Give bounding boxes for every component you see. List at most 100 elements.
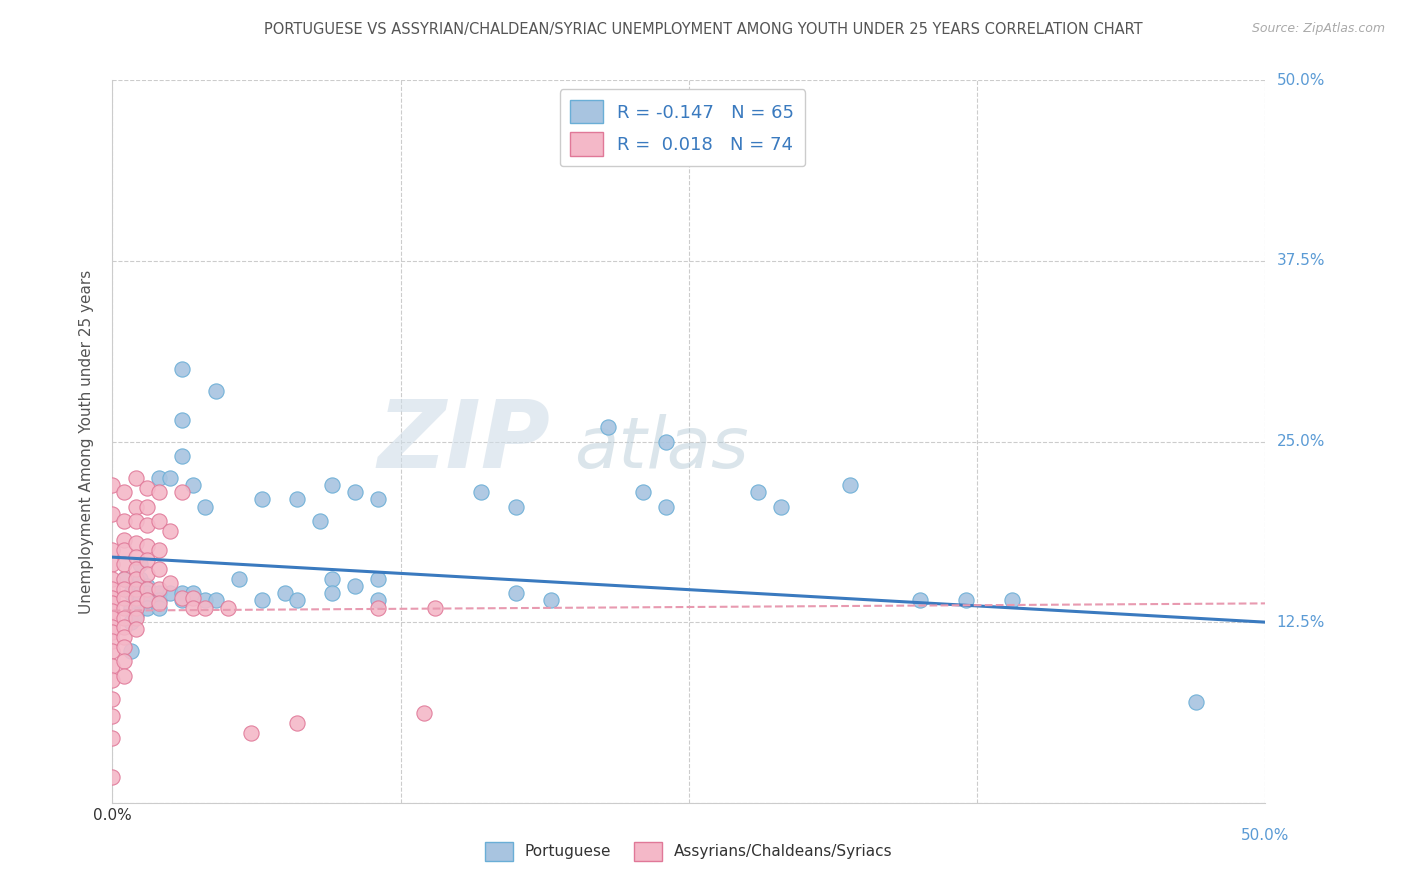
Point (955, 593, 977, 607)
Point (101, 596, 124, 610)
Point (252, 593, 274, 607)
Point (285, 593, 308, 607)
Point (124, 579, 146, 593)
Point (367, 600, 389, 615)
Point (148, 562, 170, 576)
Point (124, 562, 146, 576)
Point (170, 591, 193, 605)
Point (120, 586, 142, 600)
Text: 25.0%: 25.0% (1277, 434, 1324, 449)
Point (148, 582, 170, 596)
Point (124, 514, 146, 528)
Point (136, 518, 159, 533)
Point (148, 470, 170, 484)
Point (181, 591, 204, 605)
Point (170, 593, 193, 607)
Point (124, 607, 146, 622)
Point (631, 485, 654, 500)
Point (343, 485, 366, 500)
Point (129, 558, 152, 572)
Point (136, 582, 159, 596)
Point (101, 770, 124, 784)
Point (170, 362, 193, 376)
Point (124, 572, 146, 586)
Point (747, 485, 769, 500)
Point (120, 644, 142, 658)
Point (112, 533, 135, 547)
Point (285, 492, 308, 507)
Point (136, 481, 159, 495)
Point (124, 611, 146, 625)
Point (136, 593, 159, 607)
Point (112, 668, 135, 682)
Point (136, 500, 159, 514)
Point (540, 593, 562, 607)
Point (598, 420, 620, 434)
Point (101, 591, 124, 605)
Point (112, 485, 135, 500)
Point (205, 384, 228, 398)
Point (1001, 593, 1024, 607)
Point (136, 579, 159, 593)
Point (1185, 695, 1208, 709)
Point (101, 478, 124, 492)
Point (101, 619, 124, 633)
Point (239, 726, 262, 740)
Point (136, 586, 159, 600)
Point (321, 586, 343, 600)
Text: 37.5%: 37.5% (1277, 253, 1324, 268)
Point (181, 586, 204, 600)
Point (112, 600, 135, 615)
Point (228, 572, 250, 586)
Point (124, 470, 146, 484)
Point (112, 514, 135, 528)
Point (101, 558, 124, 572)
Point (112, 591, 135, 605)
Point (655, 500, 678, 514)
Point (148, 586, 170, 600)
Point (129, 586, 152, 600)
Point (770, 500, 793, 514)
Text: PORTUGUESE VS ASSYRIAN/CHALDEAN/SYRIAC UNEMPLOYMENT AMONG YOUTH UNDER 25 YEARS C: PORTUGUESE VS ASSYRIAN/CHALDEAN/SYRIAC U… (264, 22, 1142, 37)
Point (425, 600, 447, 615)
Legend: Portuguese, Assyrians/Chaldeans/Syriacs: Portuguese, Assyrians/Chaldeans/Syriacs (479, 836, 898, 867)
Text: 50.0%: 50.0% (1277, 73, 1324, 87)
Text: ZIP: ZIP (378, 395, 551, 488)
Point (101, 673, 124, 687)
Y-axis label: Unemployment Among Youth under 25 years: Unemployment Among Youth under 25 years (79, 269, 94, 614)
Point (170, 485, 193, 500)
Point (124, 600, 146, 615)
Point (112, 542, 135, 557)
Point (101, 507, 124, 521)
Point (124, 591, 146, 605)
Point (124, 586, 146, 600)
Point (101, 625, 124, 640)
Point (181, 600, 204, 615)
Point (217, 600, 239, 615)
Point (101, 572, 124, 586)
Point (309, 514, 332, 528)
Point (136, 539, 159, 553)
Point (170, 413, 193, 427)
Point (124, 593, 146, 607)
Point (101, 691, 124, 706)
Point (129, 572, 152, 586)
Point (148, 593, 170, 607)
Point (908, 593, 931, 607)
Point (112, 572, 135, 586)
Point (159, 586, 181, 600)
Point (124, 535, 146, 549)
Point (120, 615, 142, 630)
Text: Source: ZipAtlas.com: Source: ZipAtlas.com (1251, 22, 1385, 36)
Point (136, 567, 159, 582)
Point (205, 593, 228, 607)
Point (194, 600, 217, 615)
Point (112, 572, 135, 586)
Point (505, 586, 527, 600)
Point (101, 658, 124, 673)
Point (285, 716, 308, 731)
Point (321, 478, 343, 492)
Point (412, 706, 434, 721)
Point (148, 596, 170, 610)
Point (112, 630, 135, 644)
